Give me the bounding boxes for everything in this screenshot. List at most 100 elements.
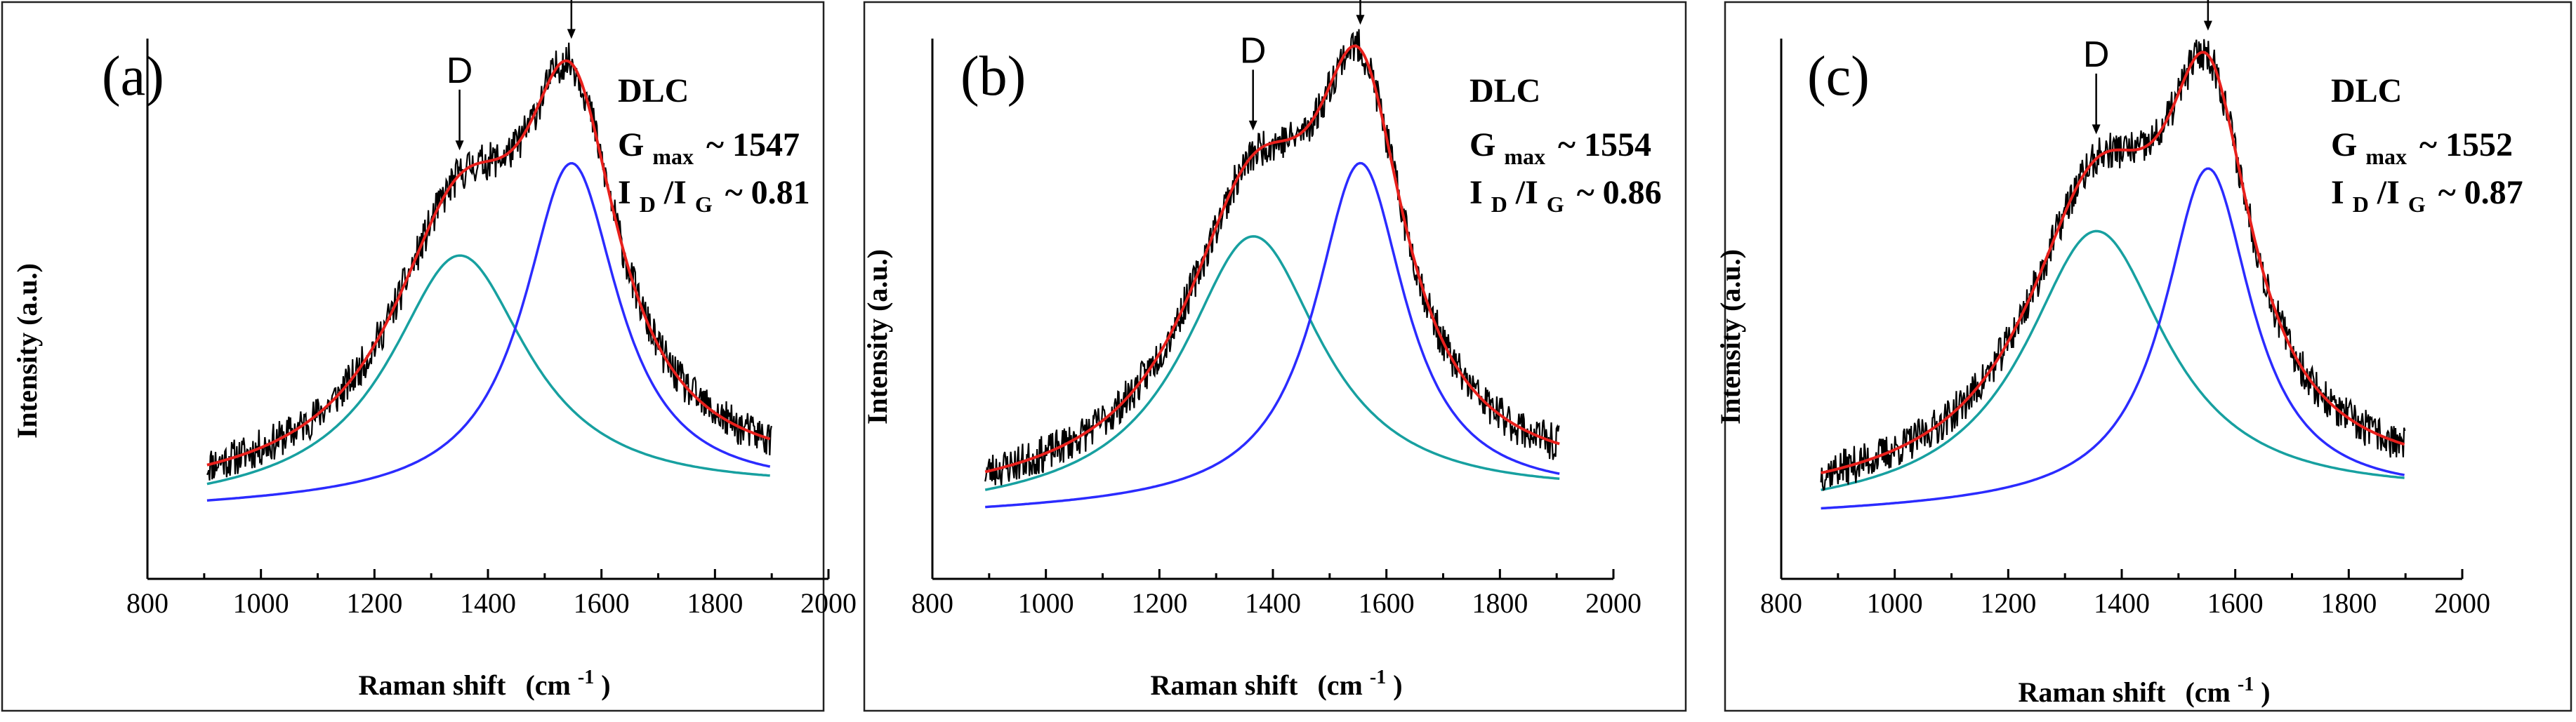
ratio-i1: I	[1469, 174, 1483, 211]
panel-c: 800 1000 1200 1400 1600 1800 2000 D G (c) Intens…	[1715, 0, 2572, 712]
panel-b: 800 1000 1200 1400 1600 1800 2000 D G (b) Intens…	[861, 0, 1687, 712]
panel-frame	[1, 1, 825, 712]
x-tick-label: 1600	[2207, 587, 2264, 619]
gmax-annotation: G max ~ 1552	[2331, 126, 2513, 172]
x-tick-label: 1800	[687, 587, 743, 619]
x-tick-label: 800	[126, 587, 169, 619]
ratio-sub-g: G	[695, 192, 713, 217]
ratio-mid: /I	[1515, 174, 1538, 211]
gmax-annotation: G max ~ 1547	[618, 126, 800, 172]
fitted-envelope-line	[1821, 51, 2405, 474]
d-band-fit-line	[1821, 229, 2405, 492]
panel-frame	[863, 1, 1687, 712]
x-tick-label: 1800	[2320, 587, 2377, 619]
peak-label-d: D	[2083, 34, 2110, 75]
x-axis-title-text: Raman shift	[2018, 676, 2166, 708]
ratio-mid: /I	[663, 174, 687, 211]
d-band-fit-line	[206, 254, 770, 486]
x-axis-title: Raman shift (cm -1 )	[358, 658, 610, 701]
x-tick-label: 1600	[574, 587, 630, 619]
x-axis-title-exp: -1	[2238, 674, 2254, 695]
ratio-value: ~ 0.86	[1577, 174, 1662, 211]
x-tick-label: 1400	[1245, 587, 1301, 619]
x-tick-label: 1000	[1867, 587, 1923, 619]
x-tick-label: 1200	[1131, 587, 1187, 619]
ratio-sub-g: G	[1547, 192, 1564, 217]
g-band-fit-line	[1821, 167, 2405, 510]
y-axis-title: Intensity (a.u.)	[11, 263, 43, 439]
peak-arrowhead-d	[1248, 120, 1257, 131]
panel-label: (b)	[960, 46, 1026, 107]
plot-area: 800 1000 1200 1400 1600 1800 2000 D G	[1760, 0, 2490, 619]
gmax-value: ~ 1552	[2419, 126, 2513, 163]
ratio-mid: /I	[2377, 174, 2400, 211]
x-tick-label: 1600	[1359, 587, 1415, 619]
gmax-subscript: max	[2365, 144, 2407, 169]
x-axis-title-unit: (cm	[525, 669, 570, 701]
fitted-envelope-line	[984, 44, 1560, 474]
intensity-ratio-annotation: I D /I G ~ 0.86	[1469, 174, 1662, 220]
peak-label-d: D	[1240, 30, 1267, 71]
x-tick-label: 800	[1760, 587, 1802, 619]
gmax-value: ~ 1554	[1558, 126, 1651, 163]
x-axis-title-close: )	[601, 669, 610, 701]
material-label: DLC	[1469, 72, 1540, 109]
peak-arrowhead-d	[2092, 124, 2101, 135]
gmax-value: ~ 1547	[706, 126, 800, 163]
ratio-i1: I	[618, 174, 631, 211]
material-label: DLC	[2331, 72, 2402, 109]
measured-spectrum-line	[1820, 39, 2406, 491]
intensity-ratio-annotation: I D /I G ~ 0.87	[2331, 174, 2523, 220]
x-axis-title-unit: (cm	[1317, 669, 1362, 701]
x-tick-label: 1400	[460, 587, 516, 619]
d-band-fit-line	[984, 235, 1560, 491]
x-tick-label: 1200	[346, 587, 402, 619]
gmax-prefix: G	[618, 126, 644, 163]
x-tick-label: 1000	[233, 587, 289, 619]
x-axis-title-exp: -1	[1370, 667, 1386, 688]
y-axis-title: Intensity (a.u.)	[1715, 249, 1746, 424]
ratio-value: ~ 0.87	[2438, 174, 2523, 211]
x-tick-label: 2000	[2434, 587, 2490, 619]
x-axis-title-unit: (cm	[2185, 676, 2230, 708]
material-label: DLC	[618, 72, 689, 109]
panel-a: 800 1000 1200 1400 1600 1800 2000 D G (a) Intens…	[1, 0, 857, 712]
gmax-subscript: max	[652, 144, 694, 169]
ratio-sub-d: D	[2353, 192, 2369, 217]
g-band-fit-line	[985, 161, 1560, 509]
gmax-subscript: max	[1504, 144, 1545, 169]
ratio-sub-d: D	[1491, 192, 1507, 217]
gmax-prefix: G	[2331, 126, 2357, 163]
x-axis-title-close: )	[1393, 669, 1402, 701]
x-axis-title: Raman shift (cm -1 )	[2018, 665, 2270, 708]
gmax-prefix: G	[1469, 126, 1495, 163]
peak-arrowhead-g	[1356, 15, 1365, 25]
x-tick-label: 800	[911, 587, 953, 619]
x-axis-title-text: Raman shift	[1150, 669, 1298, 701]
gmax-annotation: G max ~ 1554	[1469, 126, 1651, 172]
ratio-i1: I	[2331, 174, 2344, 211]
peak-label-d: D	[447, 51, 473, 91]
intensity-ratio-annotation: I D /I G ~ 0.81	[618, 174, 810, 220]
x-tick-label: 1200	[1980, 587, 2036, 619]
x-axis-title-text: Raman shift	[358, 669, 506, 701]
fitted-envelope-line	[206, 59, 771, 467]
peak-arrowhead-d	[455, 140, 464, 151]
plot-area: 800 1000 1200 1400 1600 1800 2000 D G	[126, 0, 857, 619]
peak-arrowhead-g	[567, 29, 576, 39]
x-tick-label: 1800	[1472, 587, 1528, 619]
x-tick-label: 1400	[2094, 587, 2150, 619]
peak-arrowhead-g	[2203, 20, 2212, 31]
y-axis-title: Intensity (a.u.)	[861, 249, 893, 424]
x-tick-label: 2000	[800, 587, 857, 619]
panel-label: (a)	[102, 46, 164, 107]
g-band-fit-line	[206, 161, 771, 502]
ratio-value: ~ 0.81	[725, 174, 810, 211]
panel-label: (c)	[1807, 46, 1870, 107]
x-axis-title-exp: -1	[578, 667, 594, 688]
panel-frame	[1724, 1, 2572, 712]
x-axis-title: Raman shift (cm -1 )	[1150, 658, 1402, 701]
plot-area: 800 1000 1200 1400 1600 1800 2000 D G	[911, 0, 1642, 619]
ratio-sub-d: D	[640, 192, 656, 217]
